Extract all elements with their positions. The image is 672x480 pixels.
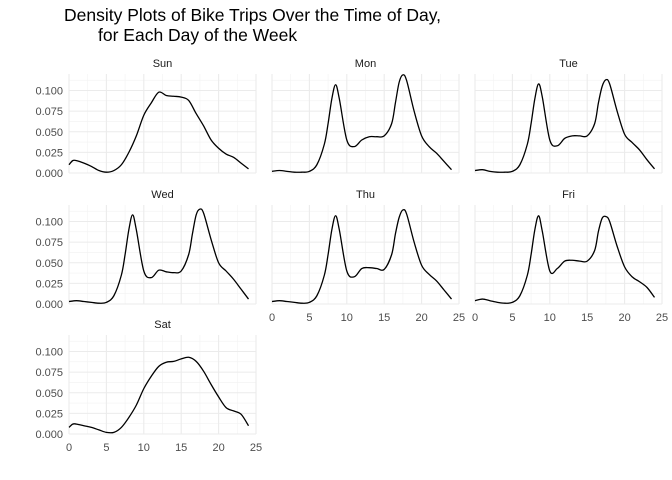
y-tick-label: 0.100 <box>35 86 63 98</box>
x-tick-label: 5 <box>509 312 515 324</box>
x-tick-label: 15 <box>175 442 187 454</box>
facet-label-mon: Mon <box>355 58 376 70</box>
density-line-wed <box>68 208 250 304</box>
y-tick-label: 0.075 <box>35 106 63 118</box>
facet-label-tue: Tue <box>559 58 578 70</box>
x-tick-label: 15 <box>378 312 390 324</box>
x-tick-label: 20 <box>212 442 224 454</box>
density-line-mon <box>271 74 453 173</box>
density-line-fri <box>474 215 656 304</box>
y-tick-label: 0.025 <box>35 278 63 290</box>
y-tick-label: 0.000 <box>35 299 63 311</box>
facet-label-fri: Fri <box>562 189 575 201</box>
y-tick-label: 0.075 <box>35 367 63 379</box>
facet-label-thu: Thu <box>356 189 375 201</box>
x-tick-label: 10 <box>544 312 556 324</box>
x-tick-label: 0 <box>269 312 275 324</box>
density-line-sun <box>68 91 249 173</box>
x-tick-label: 25 <box>250 442 262 454</box>
facet-label-sun: Sun <box>153 58 173 70</box>
x-tick-label: 0 <box>472 312 478 324</box>
chart-title-line-2: for Each Day of the Week <box>98 25 298 45</box>
y-tick-label: 0.000 <box>35 429 63 441</box>
y-tick-label: 0.025 <box>35 408 63 420</box>
x-tick-label: 5 <box>306 312 312 324</box>
x-tick-label: 20 <box>618 312 630 324</box>
x-tick-label: 15 <box>581 312 593 324</box>
x-tick-label: 5 <box>103 442 109 454</box>
density-line-thu <box>271 208 453 304</box>
y-tick-label: 0.050 <box>35 127 63 139</box>
y-tick-label: 0.025 <box>35 147 63 159</box>
density-line-tue <box>474 78 656 173</box>
x-tick-label: 0 <box>66 442 72 454</box>
facet-label-wed: Wed <box>151 189 173 201</box>
x-tick-label: 25 <box>453 312 465 324</box>
y-tick-label: 0.100 <box>35 217 63 229</box>
y-tick-label: 0.100 <box>35 347 63 359</box>
x-tick-label: 10 <box>341 312 353 324</box>
density-line-sat <box>68 356 250 434</box>
y-tick-label: 0.050 <box>35 258 63 270</box>
chart-title-line-1: Density Plots of Bike Trips Over the Tim… <box>64 5 442 25</box>
y-tick-label: 0.075 <box>35 237 63 249</box>
facet-label-sat: Sat <box>154 319 171 331</box>
x-tick-label: 20 <box>415 312 427 324</box>
x-tick-label: 25 <box>656 312 668 324</box>
y-tick-label: 0.050 <box>35 388 63 400</box>
x-tick-label: 10 <box>138 442 150 454</box>
y-tick-label: 0.000 <box>35 168 63 180</box>
chart-title: Density Plots of Bike Trips Over the Tim… <box>64 5 441 45</box>
